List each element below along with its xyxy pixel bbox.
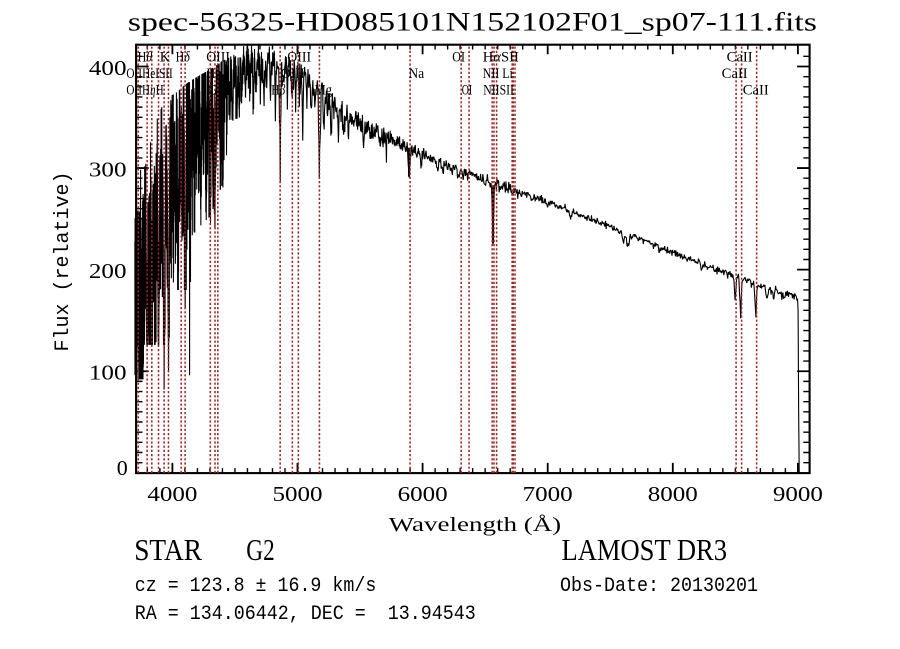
svg-text:Mg: Mg [315,83,332,99]
svg-text:7000: 7000 [523,482,573,506]
svg-text:OIII: OIII [206,49,230,65]
svg-text:Na: Na [409,66,425,82]
svg-text:Wavelength (Å): Wavelength (Å) [389,514,562,536]
svg-text:CaII: CaII [722,66,748,82]
svg-text:OIIHeISII: OIIHeISII [126,66,173,82]
svg-text:cz = 123.8 ± 16.9 km/s: cz = 123.8 ± 16.9 km/s [135,575,376,598]
svg-text:OI: OI [452,49,465,65]
svg-text:NII Li: NII Li [483,66,513,82]
svg-text:K: K [160,49,171,65]
svg-text:OIII: OIII [287,49,311,65]
svg-text:300: 300 [89,157,127,181]
svg-text:Hγ: Hγ [207,66,221,82]
svg-text:400: 400 [89,56,127,80]
svg-text:8000: 8000 [648,482,698,506]
svg-text:STAR: STAR [134,533,202,567]
svg-text:6000: 6000 [398,482,448,506]
svg-text:CaII: CaII [743,83,769,99]
svg-text:Obs-Date: 20130201: Obs-Date: 20130201 [560,575,758,598]
svg-text:0: 0 [117,456,128,480]
svg-text:CaII: CaII [727,49,753,65]
svg-text:4000: 4000 [147,482,197,506]
svg-text:OI: OI [462,83,473,99]
svg-text:HαSII: HαSII [483,49,519,65]
svg-text:RA = 134.06442, DEC = 13.9454: RA = 134.06442, DEC = 13.94543 [135,603,476,626]
svg-text:OIII: OIII [281,66,305,82]
svg-text:OIIHηH: OIIHηH [126,83,163,99]
svg-text:G: G [208,83,218,99]
svg-text:G2: G2 [246,533,274,567]
svg-text:Hβ: Hβ [271,83,286,99]
svg-text:NIISII: NIISII [483,83,514,99]
svg-text:Hδ: Hδ [176,49,191,65]
svg-text:Flux (relative): Flux (relative) [52,171,75,351]
svg-text:spec-56325-HD085101N152102F01_: spec-56325-HD085101N152102F01_sp07-111.f… [128,7,817,37]
svg-text:9000: 9000 [773,482,823,506]
svg-text:Hθ: Hθ [138,49,153,65]
svg-text:5000: 5000 [273,482,323,506]
svg-text:100: 100 [89,361,127,385]
svg-text:200: 200 [89,259,127,283]
svg-text:LAMOST DR3: LAMOST DR3 [562,533,728,567]
